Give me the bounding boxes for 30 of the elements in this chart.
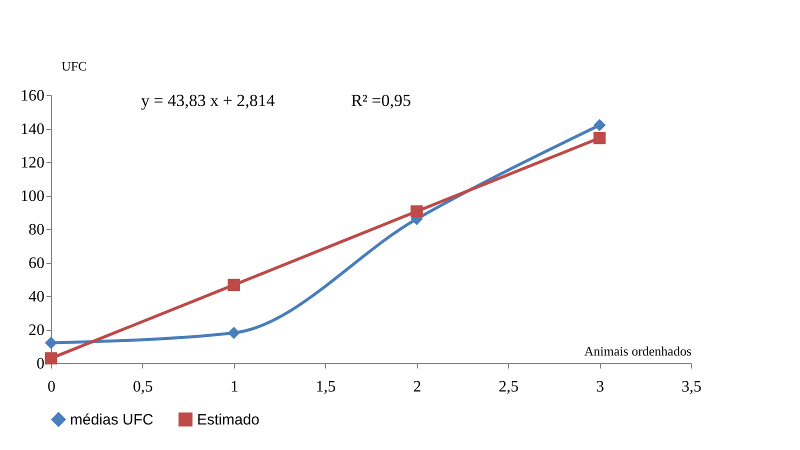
legend-label: médias UFC xyxy=(70,412,154,429)
point xyxy=(228,326,240,339)
x-tick-label: 1,5 xyxy=(316,378,336,396)
x-tick-label: 1 xyxy=(230,378,238,396)
y-tick-label: 20 xyxy=(28,322,44,339)
point xyxy=(593,132,606,144)
point xyxy=(44,352,58,364)
y-tick-label: 120 xyxy=(20,154,44,172)
x-tick-label: 3 xyxy=(596,378,604,396)
legend-label: Estimado xyxy=(197,412,260,429)
y-axis-title: UFC xyxy=(62,58,87,74)
y-tick-label: 0 xyxy=(36,356,44,372)
x-axis-title: Animais ordenhados xyxy=(584,344,692,358)
y-tick-label: 140 xyxy=(20,121,44,138)
y-tick-label: 80 xyxy=(28,222,44,238)
x-tick-label: 0,5 xyxy=(132,378,153,396)
x-tick-label: 3,5 xyxy=(682,378,702,396)
x-tick-label: 0 xyxy=(48,378,56,396)
x-tick-label: 2 xyxy=(413,378,422,396)
annotation: R² =0,95 xyxy=(351,91,412,110)
point xyxy=(593,119,606,132)
y-tick-label: 160 xyxy=(20,88,44,104)
point xyxy=(228,278,240,292)
y-tick-label: 40 xyxy=(28,288,44,306)
y-tick-label: 100 xyxy=(20,188,44,205)
y-tick-label: 60 xyxy=(28,255,44,272)
point xyxy=(410,205,423,218)
annotation: y = 43,83 x + 2,814 xyxy=(141,91,276,110)
x-tick-label: 2,5 xyxy=(498,378,519,396)
point xyxy=(44,336,58,350)
